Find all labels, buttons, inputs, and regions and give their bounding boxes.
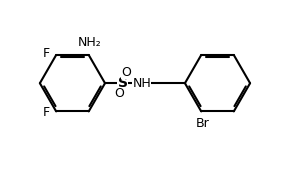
Text: NH: NH [132, 77, 151, 90]
Text: S: S [118, 76, 128, 90]
Text: NH₂: NH₂ [77, 36, 101, 49]
Text: O: O [114, 87, 124, 100]
Text: F: F [43, 47, 50, 60]
Text: F: F [43, 106, 50, 119]
Text: O: O [121, 66, 131, 79]
Text: Br: Br [195, 117, 209, 130]
